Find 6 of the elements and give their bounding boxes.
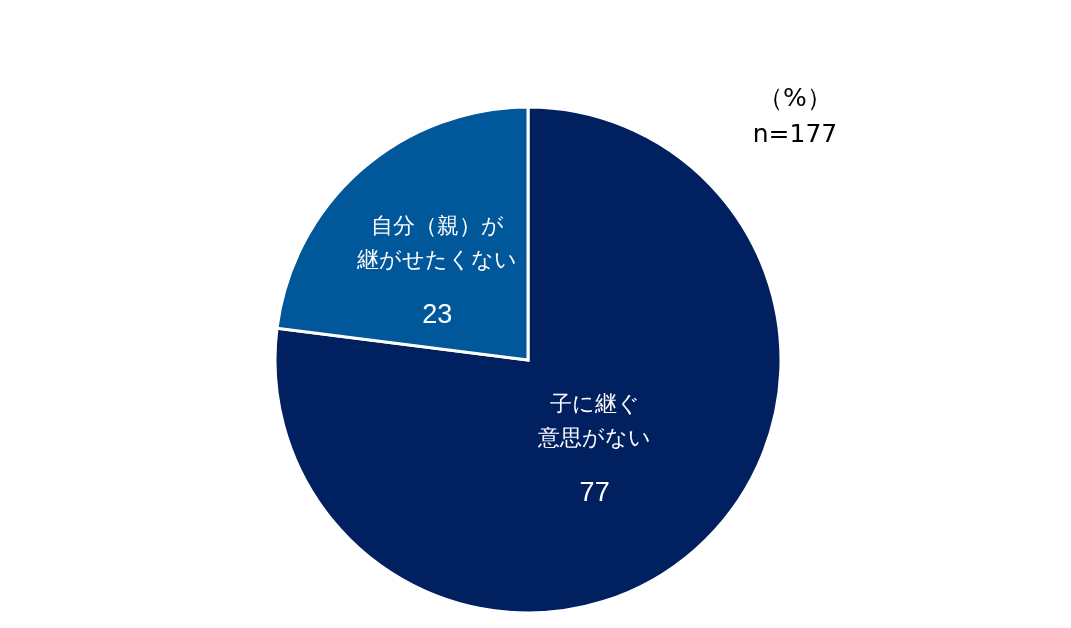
text: n=177 [751, 118, 839, 150]
data-label: 77 [579, 477, 610, 508]
text: （%） [757, 82, 833, 114]
slice-label: 自分（親）が継がせたくない [356, 212, 518, 272]
data-label: 23 [422, 298, 453, 329]
slice-label: 子に継ぐ意思がない [537, 391, 652, 451]
